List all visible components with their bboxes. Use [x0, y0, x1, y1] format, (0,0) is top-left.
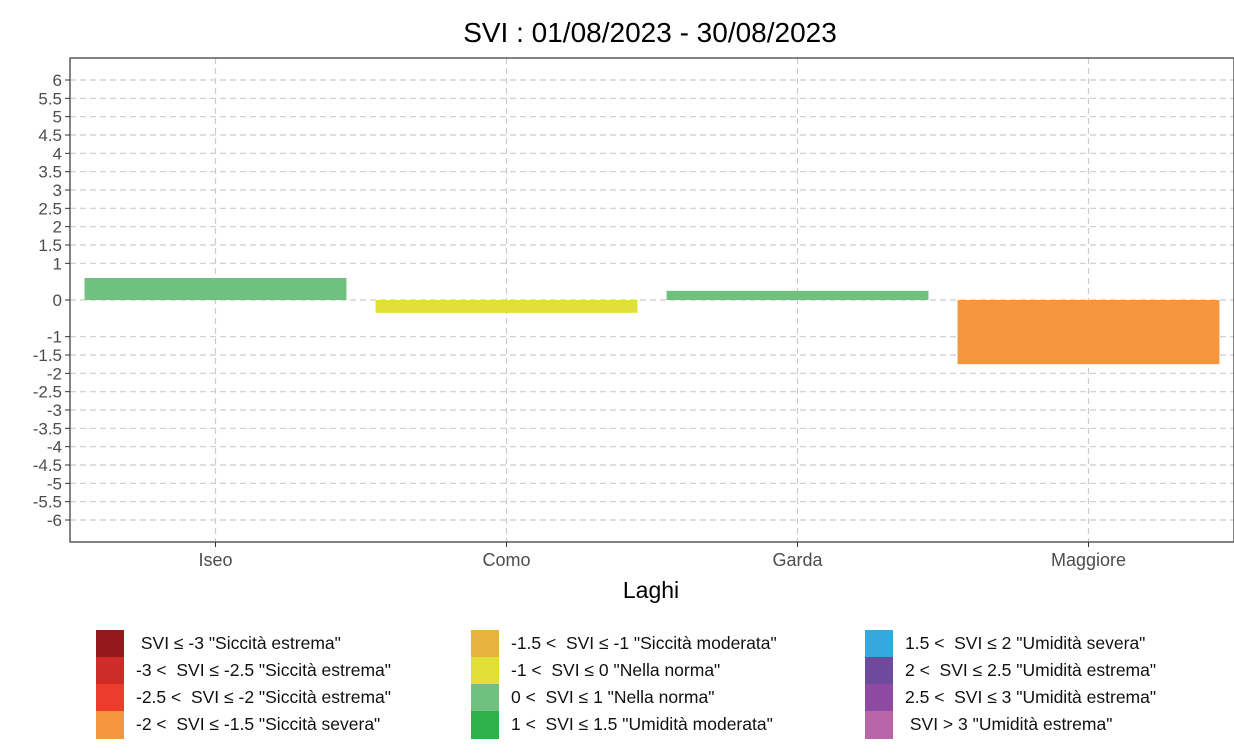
y-tick-label: -3.5: [33, 419, 62, 438]
y-tick-label: 3.5: [38, 163, 62, 182]
legend-swatch: [471, 683, 499, 712]
y-tick-label: 2: [53, 218, 62, 237]
y-tick-label: 0: [53, 291, 62, 310]
y-tick-label: -1: [47, 328, 62, 347]
y-tick-label: -4.5: [33, 456, 62, 475]
bar-como: [375, 300, 638, 313]
y-tick-label: 5.5: [38, 89, 62, 108]
x-tick-label: Maggiore: [1051, 550, 1126, 570]
y-tick-label: 5: [53, 108, 62, 127]
legend-swatch: [96, 629, 124, 658]
x-tick-label: Iseo: [198, 550, 232, 570]
legend-column-3: 1.5 < SVI ≤ 2 "Umidità severa" 2 < SVI ≤…: [865, 629, 1157, 739]
bar-garda: [666, 290, 929, 300]
legend-item: 2 < SVI ≤ 2.5 "Umidità estrema": [865, 656, 1157, 685]
legend-label: 2 < SVI ≤ 2.5 "Umidità estrema": [905, 660, 1157, 680]
x-axis-label: Laghi: [623, 577, 679, 603]
y-tick-label: 4.5: [38, 126, 62, 145]
legend-label: SVI ≤ -3 "Siccità estrema": [136, 633, 341, 653]
legend-column-1: SVI ≤ -3 "Siccità estrema" -3 < SVI ≤ -2…: [96, 629, 391, 739]
legend-label: 2.5 < SVI ≤ 3 "Umidità estrema": [905, 687, 1157, 707]
legend-label: SVI > 3 "Umidità estrema": [905, 714, 1113, 734]
chart-title: SVI : 01/08/2023 - 30/08/2023: [463, 17, 837, 48]
legend-swatch: [96, 683, 124, 712]
y-tick-label: 3: [53, 181, 62, 200]
legend-item: -1.5 < SVI ≤ -1 "Siccità moderata": [471, 629, 777, 658]
legend-item: -2 < SVI ≤ -1.5 "Siccità severa": [96, 710, 391, 739]
x-tick-label: Como: [482, 550, 530, 570]
y-tick-label: -5: [47, 474, 62, 493]
y-tick-label: -2.5: [33, 383, 62, 402]
y-tick-label: -1.5: [33, 346, 62, 365]
y-axis-ticks: 65.554.543.532.521.51 0 -1-1.5-2-2.5-3-3.5…: [33, 71, 70, 530]
legend-swatch: [96, 710, 124, 739]
y-tick-label: -4: [47, 438, 62, 457]
legend-item: SVI > 3 "Umidità estrema": [865, 710, 1156, 739]
y-tick-label: -2: [47, 364, 62, 383]
x-axis-ticks: Iseo Como Garda Maggiore: [198, 542, 1126, 570]
legend-swatch: [865, 656, 893, 685]
bar-maggiore: [957, 300, 1220, 365]
legend-label: 0 < SVI ≤ 1 "Nella norma": [511, 687, 715, 707]
y-tick-label: 1: [53, 254, 62, 273]
legend-column-2: -1.5 < SVI ≤ -1 "Siccità moderata" -1 < …: [471, 629, 777, 739]
legend-swatch: [96, 656, 124, 685]
legend-item: -2.5 < SVI ≤ -2 "Siccità estrema": [96, 683, 391, 712]
legend-swatch: [471, 656, 499, 685]
legend-item: 2.5 < SVI ≤ 3 "Umidità estrema": [865, 683, 1157, 712]
legend-item: 1 < SVI ≤ 1.5 "Umidità moderata": [471, 710, 777, 739]
chart-svg: SVI : 01/08/2023 - 30/08/2023 65.554.543…: [33, 17, 1234, 603]
legend: SVI ≤ -3 "Siccità estrema" -3 < SVI ≤ -2…: [96, 629, 1226, 750]
legend-label: 1.5 < SVI ≤ 2 "Umidità severa": [905, 633, 1146, 653]
y-tick-label: 4: [53, 144, 62, 163]
y-tick-label: -3: [47, 401, 62, 420]
legend-label: -2 < SVI ≤ -1.5 "Siccità severa": [136, 714, 381, 734]
y-tick-label: 2.5: [38, 199, 62, 218]
legend-label: -1.5 < SVI ≤ -1 "Siccità moderata": [511, 633, 777, 653]
legend-label: -1 < SVI ≤ 0 "Nella norma": [511, 660, 721, 680]
legend-item: 0 < SVI ≤ 1 "Nella norma": [471, 683, 777, 712]
legend-label: -3 < SVI ≤ -2.5 "Siccità estrema": [136, 660, 391, 680]
y-tick-label: -5.5: [33, 493, 62, 512]
legend-swatch: [865, 710, 893, 739]
bar-iseo: [84, 278, 347, 300]
x-tick-label: Garda: [772, 550, 823, 570]
legend-swatch: [865, 683, 893, 712]
legend-swatch: [471, 629, 499, 658]
legend-item: -1 < SVI ≤ 0 "Nella norma": [471, 656, 777, 685]
bars: [84, 278, 1220, 365]
legend-label: 1 < SVI ≤ 1.5 "Umidità moderata": [511, 714, 773, 734]
legend-label: -2.5 < SVI ≤ -2 "Siccità estrema": [136, 687, 391, 707]
legend-swatch: [865, 629, 893, 658]
y-tick-label: -6: [47, 511, 62, 530]
legend-swatch: [471, 710, 499, 739]
y-tick-label: 6: [53, 71, 62, 90]
legend-item: -3 < SVI ≤ -2.5 "Siccità estrema": [96, 656, 391, 685]
y-tick-label: 1.5: [38, 236, 62, 255]
legend-item: 1.5 < SVI ≤ 2 "Umidità severa": [865, 629, 1156, 658]
legend-item: SVI ≤ -3 "Siccità estrema": [96, 629, 391, 658]
